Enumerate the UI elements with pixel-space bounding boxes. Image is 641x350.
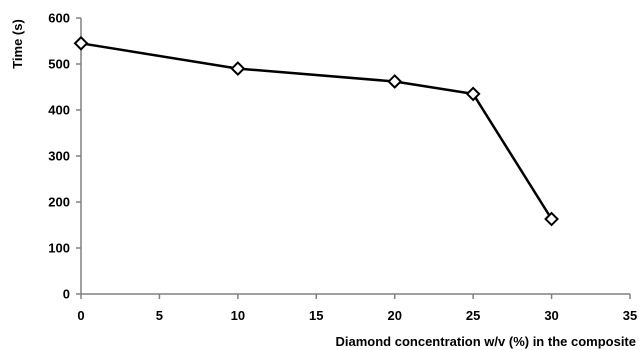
y-tick-label: 0 bbox=[63, 287, 70, 302]
series-line bbox=[80, 42, 553, 220]
data-point-marker bbox=[544, 211, 559, 227]
data-point-marker bbox=[230, 61, 246, 77]
data-point-marker bbox=[465, 86, 481, 102]
x-tick-label: 0 bbox=[77, 308, 84, 323]
plot-area: 0 100 200 300 400 500 600 0 5 10 15 20 25 30 35 bbox=[48, 11, 637, 324]
x-tick-label: 20 bbox=[387, 308, 401, 323]
y-tick-label: 600 bbox=[48, 11, 70, 26]
data-point-marker bbox=[73, 35, 89, 51]
data-point-marker bbox=[387, 74, 403, 89]
x-axis-ticks: 0 5 10 15 20 25 30 35 bbox=[77, 294, 637, 323]
y-axis-title: Time (s) bbox=[10, 19, 25, 69]
y-tick-label: 300 bbox=[48, 149, 70, 164]
x-tick-label: 15 bbox=[309, 308, 323, 323]
x-tick-label: 25 bbox=[466, 308, 480, 323]
y-axis-ticks: 0 100 200 300 400 500 600 bbox=[48, 11, 81, 302]
y-tick-label: 200 bbox=[48, 195, 70, 210]
x-tick-label: 10 bbox=[231, 308, 245, 323]
x-tick-label: 30 bbox=[544, 308, 558, 323]
x-tick-label: 5 bbox=[156, 308, 163, 323]
x-tick-label: 35 bbox=[623, 308, 637, 323]
y-tick-label: 100 bbox=[48, 241, 70, 256]
x-axis-title: Diamond concentration w/v (%) in the com… bbox=[336, 334, 636, 349]
y-tick-label: 500 bbox=[48, 57, 70, 72]
y-tick-label: 400 bbox=[48, 103, 70, 118]
data-markers bbox=[73, 35, 559, 227]
